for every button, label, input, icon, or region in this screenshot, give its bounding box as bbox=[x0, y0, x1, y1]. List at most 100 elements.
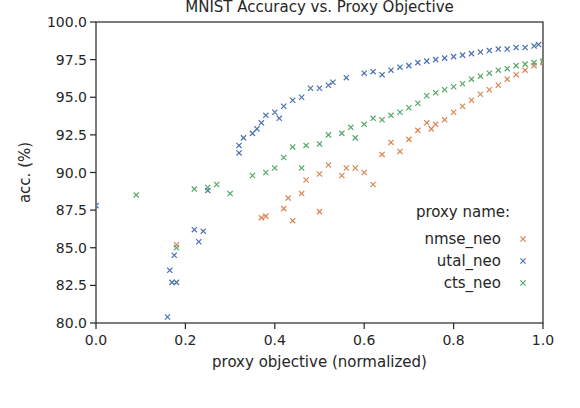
point bbox=[286, 195, 291, 200]
point bbox=[344, 75, 349, 80]
point bbox=[362, 170, 367, 175]
point bbox=[192, 186, 197, 191]
y-tick-label: 97.5 bbox=[56, 52, 87, 68]
point bbox=[192, 227, 197, 232]
point bbox=[344, 165, 349, 170]
point bbox=[397, 65, 402, 70]
point bbox=[201, 229, 206, 234]
point bbox=[478, 92, 483, 97]
point bbox=[353, 135, 358, 140]
point bbox=[460, 53, 465, 58]
point bbox=[250, 173, 255, 178]
y-tick bbox=[90, 247, 96, 248]
point bbox=[236, 150, 241, 155]
point bbox=[339, 173, 344, 178]
point bbox=[317, 141, 322, 146]
point bbox=[424, 93, 429, 98]
point bbox=[487, 71, 492, 76]
point bbox=[496, 46, 501, 51]
point bbox=[469, 77, 474, 82]
point bbox=[165, 314, 170, 319]
x-tick-label: 0.6 bbox=[353, 332, 375, 348]
point bbox=[424, 59, 429, 64]
point bbox=[303, 143, 308, 148]
x-tick-label: 1.0 bbox=[532, 332, 554, 348]
point bbox=[254, 126, 259, 131]
point bbox=[406, 137, 411, 142]
y-tick-label: 92.5 bbox=[56, 127, 87, 143]
point bbox=[272, 165, 277, 170]
point bbox=[277, 116, 282, 121]
point bbox=[303, 177, 308, 182]
point bbox=[415, 60, 420, 65]
point bbox=[505, 46, 510, 51]
point bbox=[540, 59, 543, 64]
point bbox=[263, 113, 268, 118]
y-tick-label: 85.0 bbox=[56, 240, 87, 256]
point bbox=[259, 120, 264, 125]
point bbox=[514, 63, 519, 68]
x-tick-label: 0.2 bbox=[174, 332, 196, 348]
point bbox=[281, 155, 286, 160]
point bbox=[397, 110, 402, 115]
point bbox=[451, 54, 456, 59]
point bbox=[214, 182, 219, 187]
point bbox=[523, 45, 528, 50]
point bbox=[397, 149, 402, 154]
point bbox=[523, 68, 528, 73]
point bbox=[196, 239, 201, 244]
y-tick-label: 90.0 bbox=[56, 165, 87, 181]
point bbox=[415, 101, 420, 106]
point bbox=[469, 98, 474, 103]
point bbox=[514, 45, 519, 50]
point bbox=[308, 86, 313, 91]
point bbox=[241, 135, 246, 140]
point bbox=[496, 68, 501, 73]
legend-marker bbox=[520, 236, 525, 241]
point bbox=[330, 80, 335, 85]
y-tick bbox=[90, 59, 96, 60]
x-tick-label: 0.0 bbox=[85, 332, 107, 348]
point bbox=[460, 104, 465, 109]
legend-title: proxy name: bbox=[416, 203, 510, 221]
point bbox=[469, 51, 474, 56]
x-tick bbox=[364, 323, 365, 329]
x-tick bbox=[185, 323, 186, 329]
point bbox=[228, 191, 233, 196]
point bbox=[505, 77, 510, 82]
y-tick-label: 87.5 bbox=[56, 202, 87, 218]
x-tick bbox=[95, 323, 96, 329]
point bbox=[371, 182, 376, 187]
point bbox=[371, 69, 376, 74]
y-tick bbox=[90, 285, 96, 286]
point bbox=[442, 117, 447, 122]
legend: proxy name:nmse_neoutal_neocts_neo bbox=[416, 203, 526, 293]
point bbox=[174, 280, 179, 285]
point bbox=[326, 83, 331, 88]
point bbox=[388, 140, 393, 145]
series-0 bbox=[174, 60, 543, 247]
legend-marker bbox=[520, 280, 525, 285]
point bbox=[272, 110, 277, 115]
point bbox=[326, 162, 331, 167]
y-tick bbox=[90, 21, 96, 22]
point bbox=[362, 122, 367, 127]
y-tick bbox=[90, 210, 96, 211]
point bbox=[531, 43, 536, 48]
point bbox=[415, 128, 420, 133]
point bbox=[290, 144, 295, 149]
point bbox=[326, 132, 331, 137]
point bbox=[134, 192, 139, 197]
point bbox=[451, 84, 456, 89]
point bbox=[531, 60, 536, 65]
point bbox=[379, 72, 384, 77]
plot-frame bbox=[96, 22, 543, 323]
point bbox=[317, 86, 322, 91]
y-tick bbox=[90, 134, 96, 135]
point bbox=[299, 95, 304, 100]
point bbox=[353, 165, 358, 170]
point bbox=[281, 206, 286, 211]
y-tick-label: 100.0 bbox=[47, 14, 87, 30]
x-tick-label: 0.4 bbox=[264, 332, 286, 348]
point bbox=[433, 57, 438, 62]
